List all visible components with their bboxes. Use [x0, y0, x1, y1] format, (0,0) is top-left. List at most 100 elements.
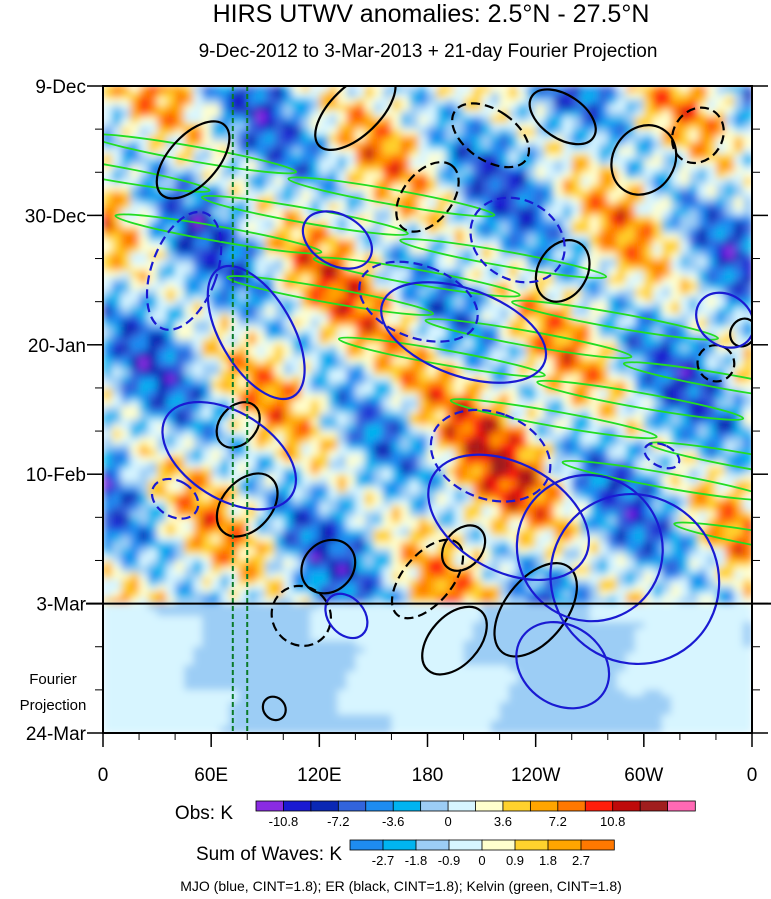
heatmap-cell	[166, 98, 176, 106]
heatmap-cell	[157, 394, 167, 401]
heatmap-cell	[472, 196, 483, 204]
heatmap-cell	[382, 122, 393, 130]
heatmap-cell	[238, 92, 248, 99]
heatmap-cell	[391, 474, 402, 481]
heatmap-cell	[409, 233, 420, 241]
heatmap-cell	[643, 338, 654, 346]
heatmap-cell	[544, 203, 555, 210]
heatmap-cell	[472, 474, 483, 481]
heatmap-cell	[526, 153, 537, 161]
heatmap-cell	[130, 400, 140, 408]
heatmap-cell	[364, 492, 375, 500]
heatmap-cell	[643, 252, 654, 260]
heatmap-cell	[121, 431, 131, 438]
heatmap-cell	[238, 375, 248, 383]
heatmap-cell	[148, 394, 158, 401]
heatmap-cell	[544, 431, 555, 438]
heatmap-cell	[562, 350, 573, 358]
heatmap-cell	[643, 116, 654, 124]
heatmap-cell	[355, 116, 365, 124]
heatmap-cell	[580, 474, 591, 481]
heatmap-cell	[283, 455, 293, 463]
heatmap-cell	[679, 338, 690, 346]
heatmap-cell	[499, 344, 510, 352]
heatmap-cell	[454, 449, 465, 457]
heatmap-cell	[616, 141, 627, 149]
heatmap-cell	[364, 240, 375, 247]
heatmap-cell	[337, 104, 347, 112]
heatmap-cell	[652, 178, 663, 186]
heatmap-cell	[238, 110, 248, 118]
heatmap-cell	[445, 307, 456, 315]
heatmap-cell	[625, 246, 636, 253]
heatmap-cell	[220, 104, 230, 112]
heatmap-cell	[274, 505, 284, 512]
heatmap-cell	[175, 412, 185, 420]
heatmap-cell	[427, 92, 438, 99]
heatmap-cell	[652, 166, 663, 173]
heatmap-cell	[490, 209, 501, 216]
heatmap-cell	[463, 412, 474, 420]
heatmap-cell	[130, 326, 140, 334]
heatmap-cell	[211, 122, 221, 130]
heatmap-cell	[697, 412, 708, 420]
heatmap-cell	[679, 190, 690, 198]
heatmap-cell	[319, 332, 329, 340]
heatmap-cell	[652, 196, 663, 204]
heatmap-cell	[616, 153, 627, 161]
heatmap-cell	[571, 326, 582, 334]
heatmap-cell	[544, 209, 555, 216]
heatmap-cell	[148, 480, 158, 488]
heatmap-cell	[742, 86, 752, 93]
heatmap-cell	[283, 264, 293, 272]
heatmap-cell	[427, 135, 438, 143]
heatmap-cell	[670, 400, 681, 408]
heatmap-cell	[715, 221, 726, 229]
heatmap-cell	[157, 480, 167, 488]
heatmap-cell	[472, 147, 483, 155]
heatmap-cell	[130, 289, 140, 297]
heatmap-cell	[382, 240, 393, 247]
heatmap-cell	[742, 215, 752, 223]
heatmap-cell	[121, 443, 131, 451]
heatmap-cell	[310, 277, 320, 284]
heatmap-cell	[553, 141, 564, 149]
heatmap-cell	[670, 122, 681, 130]
heatmap-cell	[157, 437, 167, 444]
heatmap-cell	[661, 400, 672, 408]
heatmap-cell	[553, 474, 564, 481]
heatmap-cell	[571, 394, 582, 401]
heatmap-cell	[427, 258, 438, 266]
heatmap-cell	[328, 246, 338, 253]
heatmap-cell	[490, 418, 501, 426]
heatmap-cell	[733, 437, 744, 444]
heatmap-cell	[490, 227, 501, 235]
heatmap-cell	[679, 159, 690, 167]
heatmap-cell	[256, 486, 266, 494]
heatmap-cell	[409, 381, 420, 389]
heatmap-cell	[229, 166, 239, 173]
heatmap-cell	[166, 400, 176, 408]
heatmap-cell	[391, 221, 402, 229]
heatmap-cell	[229, 270, 239, 278]
heatmap-cell	[265, 492, 275, 500]
heatmap-cell	[553, 301, 564, 309]
heatmap-cell	[157, 116, 167, 124]
heatmap-cell	[391, 196, 402, 204]
heatmap-cell	[526, 283, 537, 290]
heatmap-cell	[517, 357, 528, 364]
heatmap-cell	[130, 301, 140, 309]
heatmap-cell	[526, 486, 537, 494]
heatmap-cell	[571, 209, 582, 216]
heatmap-cell	[175, 307, 185, 315]
heatmap-cell	[211, 406, 221, 414]
heatmap-cell	[643, 418, 654, 426]
heatmap-cell	[517, 227, 528, 235]
heatmap-cell	[238, 258, 248, 266]
heatmap-cell	[193, 258, 203, 266]
heatmap-cell	[418, 455, 429, 463]
heatmap-cell	[409, 449, 420, 457]
heatmap-cell	[445, 431, 456, 438]
heatmap-cell	[364, 313, 375, 321]
heatmap-cell	[139, 209, 149, 216]
